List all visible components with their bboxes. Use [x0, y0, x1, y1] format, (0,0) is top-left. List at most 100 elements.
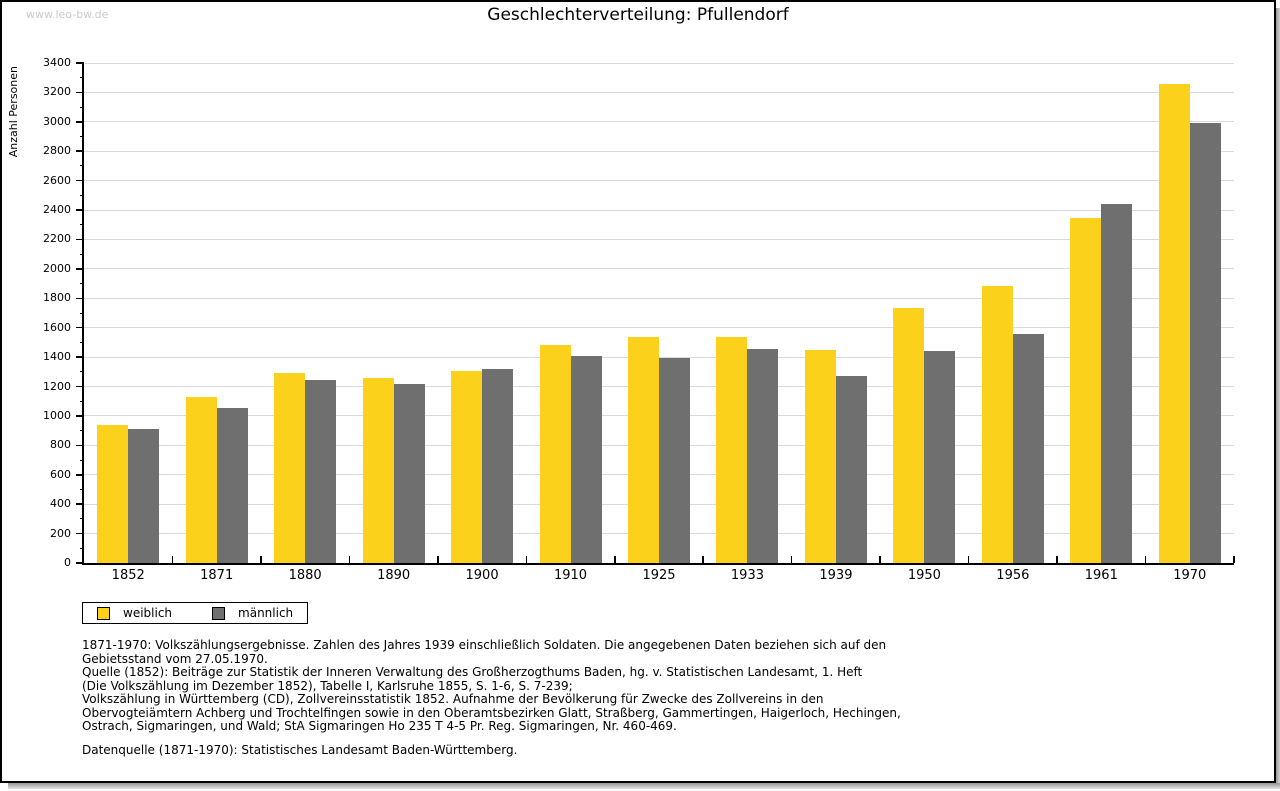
footnotes: 1871-1970: Volkszählungsergebnisse. Zahl…: [82, 638, 901, 734]
watermark: www.leo-bw.de: [26, 8, 109, 21]
bar-maennlich-1890: [393, 383, 425, 563]
x-boundary-tick: [1233, 556, 1235, 563]
data-source-note: Datenquelle (1871-1970): Statistisches L…: [82, 743, 518, 757]
x-tick-label-1900: 1900: [465, 568, 499, 583]
x-boundary-tick: [967, 556, 970, 563]
bar-weiblich-1890: [362, 377, 394, 563]
footnote-line: Volkszählung in Württemberg (CD), Zollve…: [82, 692, 824, 706]
legend-label-weiblich: weiblich: [123, 606, 173, 620]
y-major-tick: [76, 444, 84, 447]
legend-item-maennlich: männlich: [212, 606, 293, 620]
y-major-tick: [76, 415, 84, 417]
y-major-tick: [76, 326, 84, 329]
y-tick-label: 2600: [43, 173, 71, 187]
y-tick-label: 2000: [43, 261, 71, 275]
gridline: [84, 62, 1234, 64]
y-major-tick: [76, 62, 84, 64]
x-boundary-tick: [879, 556, 881, 563]
x-boundary-tick: [437, 556, 439, 563]
x-tick-label-1880: 1880: [288, 568, 322, 583]
bar-maennlich-1961: [1101, 204, 1133, 563]
y-major-tick: [76, 385, 84, 388]
legend-item-weiblich: weiblich: [97, 606, 172, 620]
x-boundary-tick: [790, 556, 793, 563]
y-tick-label: 3200: [43, 85, 71, 99]
y-major-tick: [76, 209, 84, 211]
y-major-tick: [76, 297, 84, 300]
bar-weiblich-1939: [804, 349, 836, 563]
y-major-tick: [76, 356, 84, 358]
x-tick-label-1961: 1961: [1084, 568, 1118, 583]
x-boundary-tick: [171, 556, 174, 563]
legend-swatch-weiblich-icon: [97, 606, 110, 620]
footnote-line: Ostrach, Sigmaringen, und Wald; StA Sigm…: [82, 719, 677, 733]
bar-maennlich-1900: [482, 368, 514, 563]
y-tick-label: 200: [50, 526, 71, 540]
frame-shadow-right: [1276, 8, 1280, 783]
legend-swatch-maennlich-icon: [212, 606, 226, 620]
y-major-tick: [76, 503, 84, 505]
y-tick-label: 3000: [43, 114, 71, 128]
y-major-tick: [76, 91, 84, 94]
x-boundary-tick: [525, 556, 528, 563]
plot-area: 1852 1871 1880 1890 1900 1910 1925 1933 1939 1950…: [2, 2, 1274, 781]
gridline: [84, 180, 1234, 182]
gridline: [84, 121, 1234, 123]
bar-maennlich-1970: [1189, 123, 1221, 563]
gridline: [84, 268, 1234, 270]
x-boundary-tick: [1144, 556, 1147, 563]
bar-weiblich-1961: [1070, 218, 1102, 563]
y-major-tick: [76, 150, 84, 152]
bar-maennlich-1880: [305, 379, 337, 563]
bar-maennlich-1852: [128, 429, 160, 563]
gridline: [84, 91, 1234, 93]
y-tick-label: 2800: [43, 144, 71, 158]
y-tick-label: 800: [50, 438, 71, 452]
x-tick-label-1852: 1852: [111, 568, 145, 583]
y-tick-label: 1400: [43, 350, 71, 364]
bar-weiblich-1933: [716, 336, 748, 563]
bar-maennlich-1950: [924, 350, 956, 563]
x-tick-label-1956: 1956: [996, 568, 1030, 583]
y-tick-label: 1200: [43, 379, 71, 393]
y-axis-line: [82, 63, 84, 565]
y-major-tick: [76, 268, 84, 270]
x-tick-label-1950: 1950: [907, 568, 941, 583]
y-major-tick: [76, 532, 84, 535]
gridline: [84, 356, 1234, 358]
y-tick-label: 2200: [43, 232, 71, 246]
bar-maennlich-1933: [747, 349, 779, 563]
legend-label-maennlich: männlich: [238, 606, 294, 620]
x-axis-line: [82, 563, 1234, 565]
y-major-tick: [76, 121, 84, 123]
x-boundary-tick: [702, 556, 704, 563]
bar-weiblich-1900: [451, 371, 483, 563]
bar-weiblich-1950: [893, 307, 925, 563]
x-boundary-tick: [348, 556, 351, 563]
x-tick-label-1890: 1890: [377, 568, 411, 583]
x-tick-label-1939: 1939: [819, 568, 853, 583]
x-boundary-tick: [614, 556, 616, 563]
bar-maennlich-1871: [216, 407, 248, 563]
footnote-line: Gebietsstand vom 27.05.1970.: [82, 651, 268, 666]
x-tick-label-1925: 1925: [642, 568, 676, 583]
x-boundary-tick: [1056, 556, 1058, 563]
bar-maennlich-1956: [1012, 334, 1044, 563]
footnote-line: 1871-1970: Volkszählungsergebnisse. Zahl…: [82, 638, 887, 652]
frame-shadow-bottom: [8, 783, 1280, 789]
legend: weiblich männlich: [82, 602, 309, 624]
bar-weiblich-1910: [539, 345, 571, 563]
y-tick-label: 2400: [43, 203, 71, 217]
x-tick-label-1970: 1970: [1173, 568, 1207, 583]
gridline: [84, 150, 1234, 152]
y-axis-label: Anzahl Personen: [7, 66, 20, 158]
x-boundary-tick: [260, 556, 262, 563]
bar-weiblich-1880: [274, 373, 306, 563]
y-tick-label: 1000: [43, 408, 71, 422]
gridline: [84, 297, 1234, 299]
y-major-tick: [76, 562, 84, 564]
gridline: [84, 238, 1234, 240]
bar-weiblich-1852: [97, 424, 129, 563]
